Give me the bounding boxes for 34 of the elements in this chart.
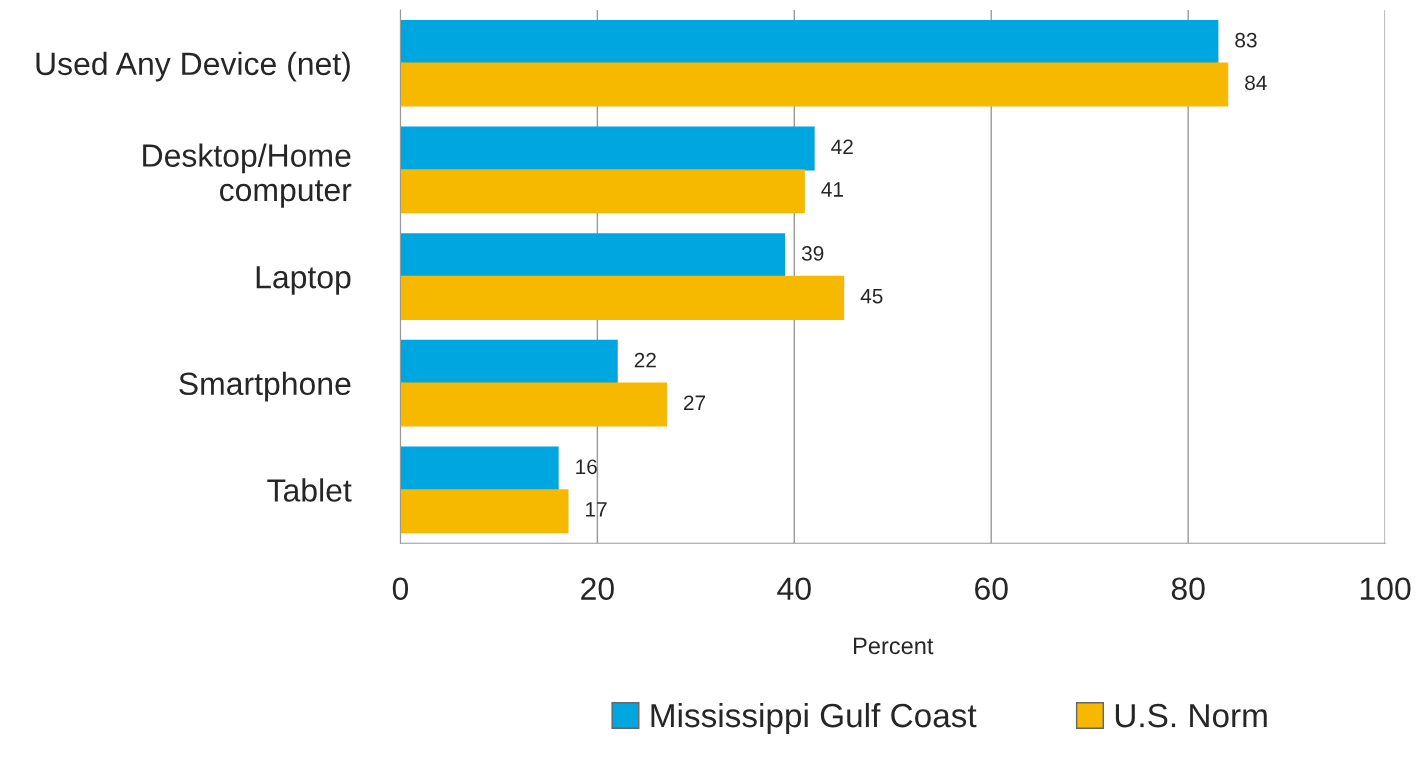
bar <box>400 339 618 384</box>
legend-label: U.S. Norm <box>1115 703 1267 728</box>
x-tick-label: 0 <box>392 577 409 600</box>
data-label: 83 <box>1235 32 1257 48</box>
legend-label: Mississippi Gulf Coast <box>651 702 977 734</box>
data-label: 45 <box>860 288 883 304</box>
bar <box>400 233 786 278</box>
data-label: 39 <box>801 246 824 261</box>
bar <box>400 489 569 534</box>
y-tick-label: Smartphone <box>179 371 351 402</box>
x-tick-label: 40 <box>777 577 811 600</box>
y-tick-label: Desktop/Home computer <box>143 143 352 208</box>
data-label: 22 <box>634 352 656 368</box>
bar <box>400 62 1229 107</box>
bar <box>400 446 559 491</box>
data-label: 84 <box>1245 75 1267 91</box>
y-tick-label: Laptop <box>256 266 351 295</box>
y-tick-label: Used Any Device (net) <box>36 51 350 82</box>
data-label: 27 <box>684 395 706 410</box>
data-label: 41 <box>821 182 843 197</box>
bar <box>400 382 667 427</box>
x-tick-label: 80 <box>1171 577 1205 600</box>
data-label: 16 <box>576 459 597 475</box>
x-tick-label: 20 <box>581 577 614 600</box>
data-label: 17 <box>586 502 607 517</box>
bar <box>400 275 845 320</box>
x-tick-label: 60 <box>975 577 1008 600</box>
x-axis-title: Percent <box>854 637 934 655</box>
bar <box>400 126 815 171</box>
x-tick-label: 100 <box>1360 577 1411 600</box>
bar <box>400 19 1219 64</box>
bar <box>400 169 805 214</box>
y-tick-label: Tablet <box>267 478 352 502</box>
data-label: 42 <box>831 139 853 154</box>
